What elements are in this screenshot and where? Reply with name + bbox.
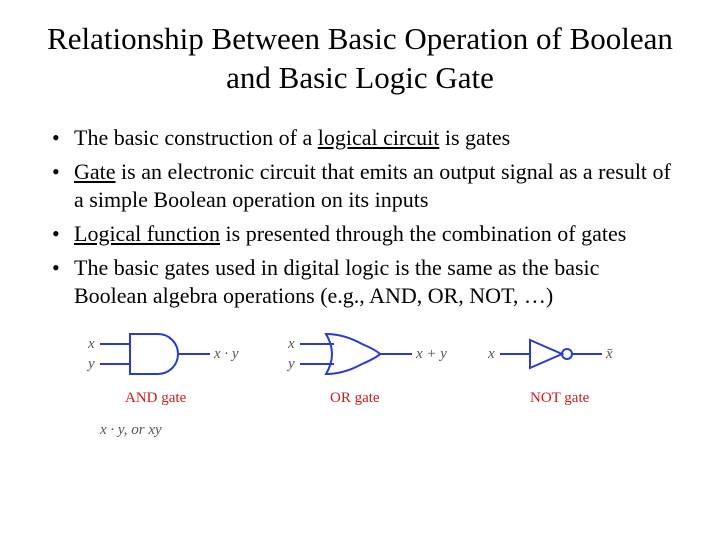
and-expr: x · y, or xy [99, 422, 162, 438]
slide: Relationship Between Basic Operation of … [0, 0, 720, 540]
and-in2-label: y [86, 356, 95, 372]
not-in-label: x [487, 346, 495, 362]
bullet-item-1: The basic construction of a logical circ… [50, 124, 676, 152]
bullet-list: The basic construction of a logical circ… [44, 124, 676, 311]
not-out-label: x̄ [605, 346, 613, 362]
or-in1-label: x [287, 336, 295, 352]
and-gate: x y x · y AND gate x · y, or xy [86, 334, 239, 438]
and-out-label: x · y [213, 346, 239, 362]
bullet-3-underline: Logical function [74, 221, 220, 246]
and-in1-label: x [87, 336, 95, 352]
bullet-1-underline: logical circuit [318, 125, 440, 150]
gates-svg: x y x · y AND gate x · y, or xy x y x + … [80, 322, 640, 452]
not-gate: x x̄ NOT gate [487, 340, 613, 406]
or-in2-label: y [286, 356, 295, 372]
or-gate-label: OR gate [330, 390, 380, 406]
gate-diagrams: x y x · y AND gate x · y, or xy x y x + … [44, 322, 676, 452]
slide-title: Relationship Between Basic Operation of … [44, 20, 676, 98]
and-gate-label: AND gate [125, 390, 187, 406]
bullet-1-pre: The basic construction of a [74, 125, 318, 150]
bullet-item-3: Logical function is presented through th… [50, 220, 676, 248]
bullet-2-post: is an electronic circuit that emits an o… [74, 159, 671, 212]
bullet-4-pre: The basic gates used in digital logic is… [74, 255, 599, 308]
or-gate: x y x + y OR gate [286, 334, 447, 406]
bullet-item-2: Gate is an electronic circuit that emits… [50, 158, 676, 214]
bullet-1-post: is gates [439, 125, 510, 150]
bullet-3-post: is presented through the combination of … [220, 221, 626, 246]
or-out-label: x + y [415, 346, 447, 362]
bullet-2-underline: Gate [74, 159, 116, 184]
not-gate-label: NOT gate [530, 390, 590, 406]
bullet-item-4: The basic gates used in digital logic is… [50, 254, 676, 310]
